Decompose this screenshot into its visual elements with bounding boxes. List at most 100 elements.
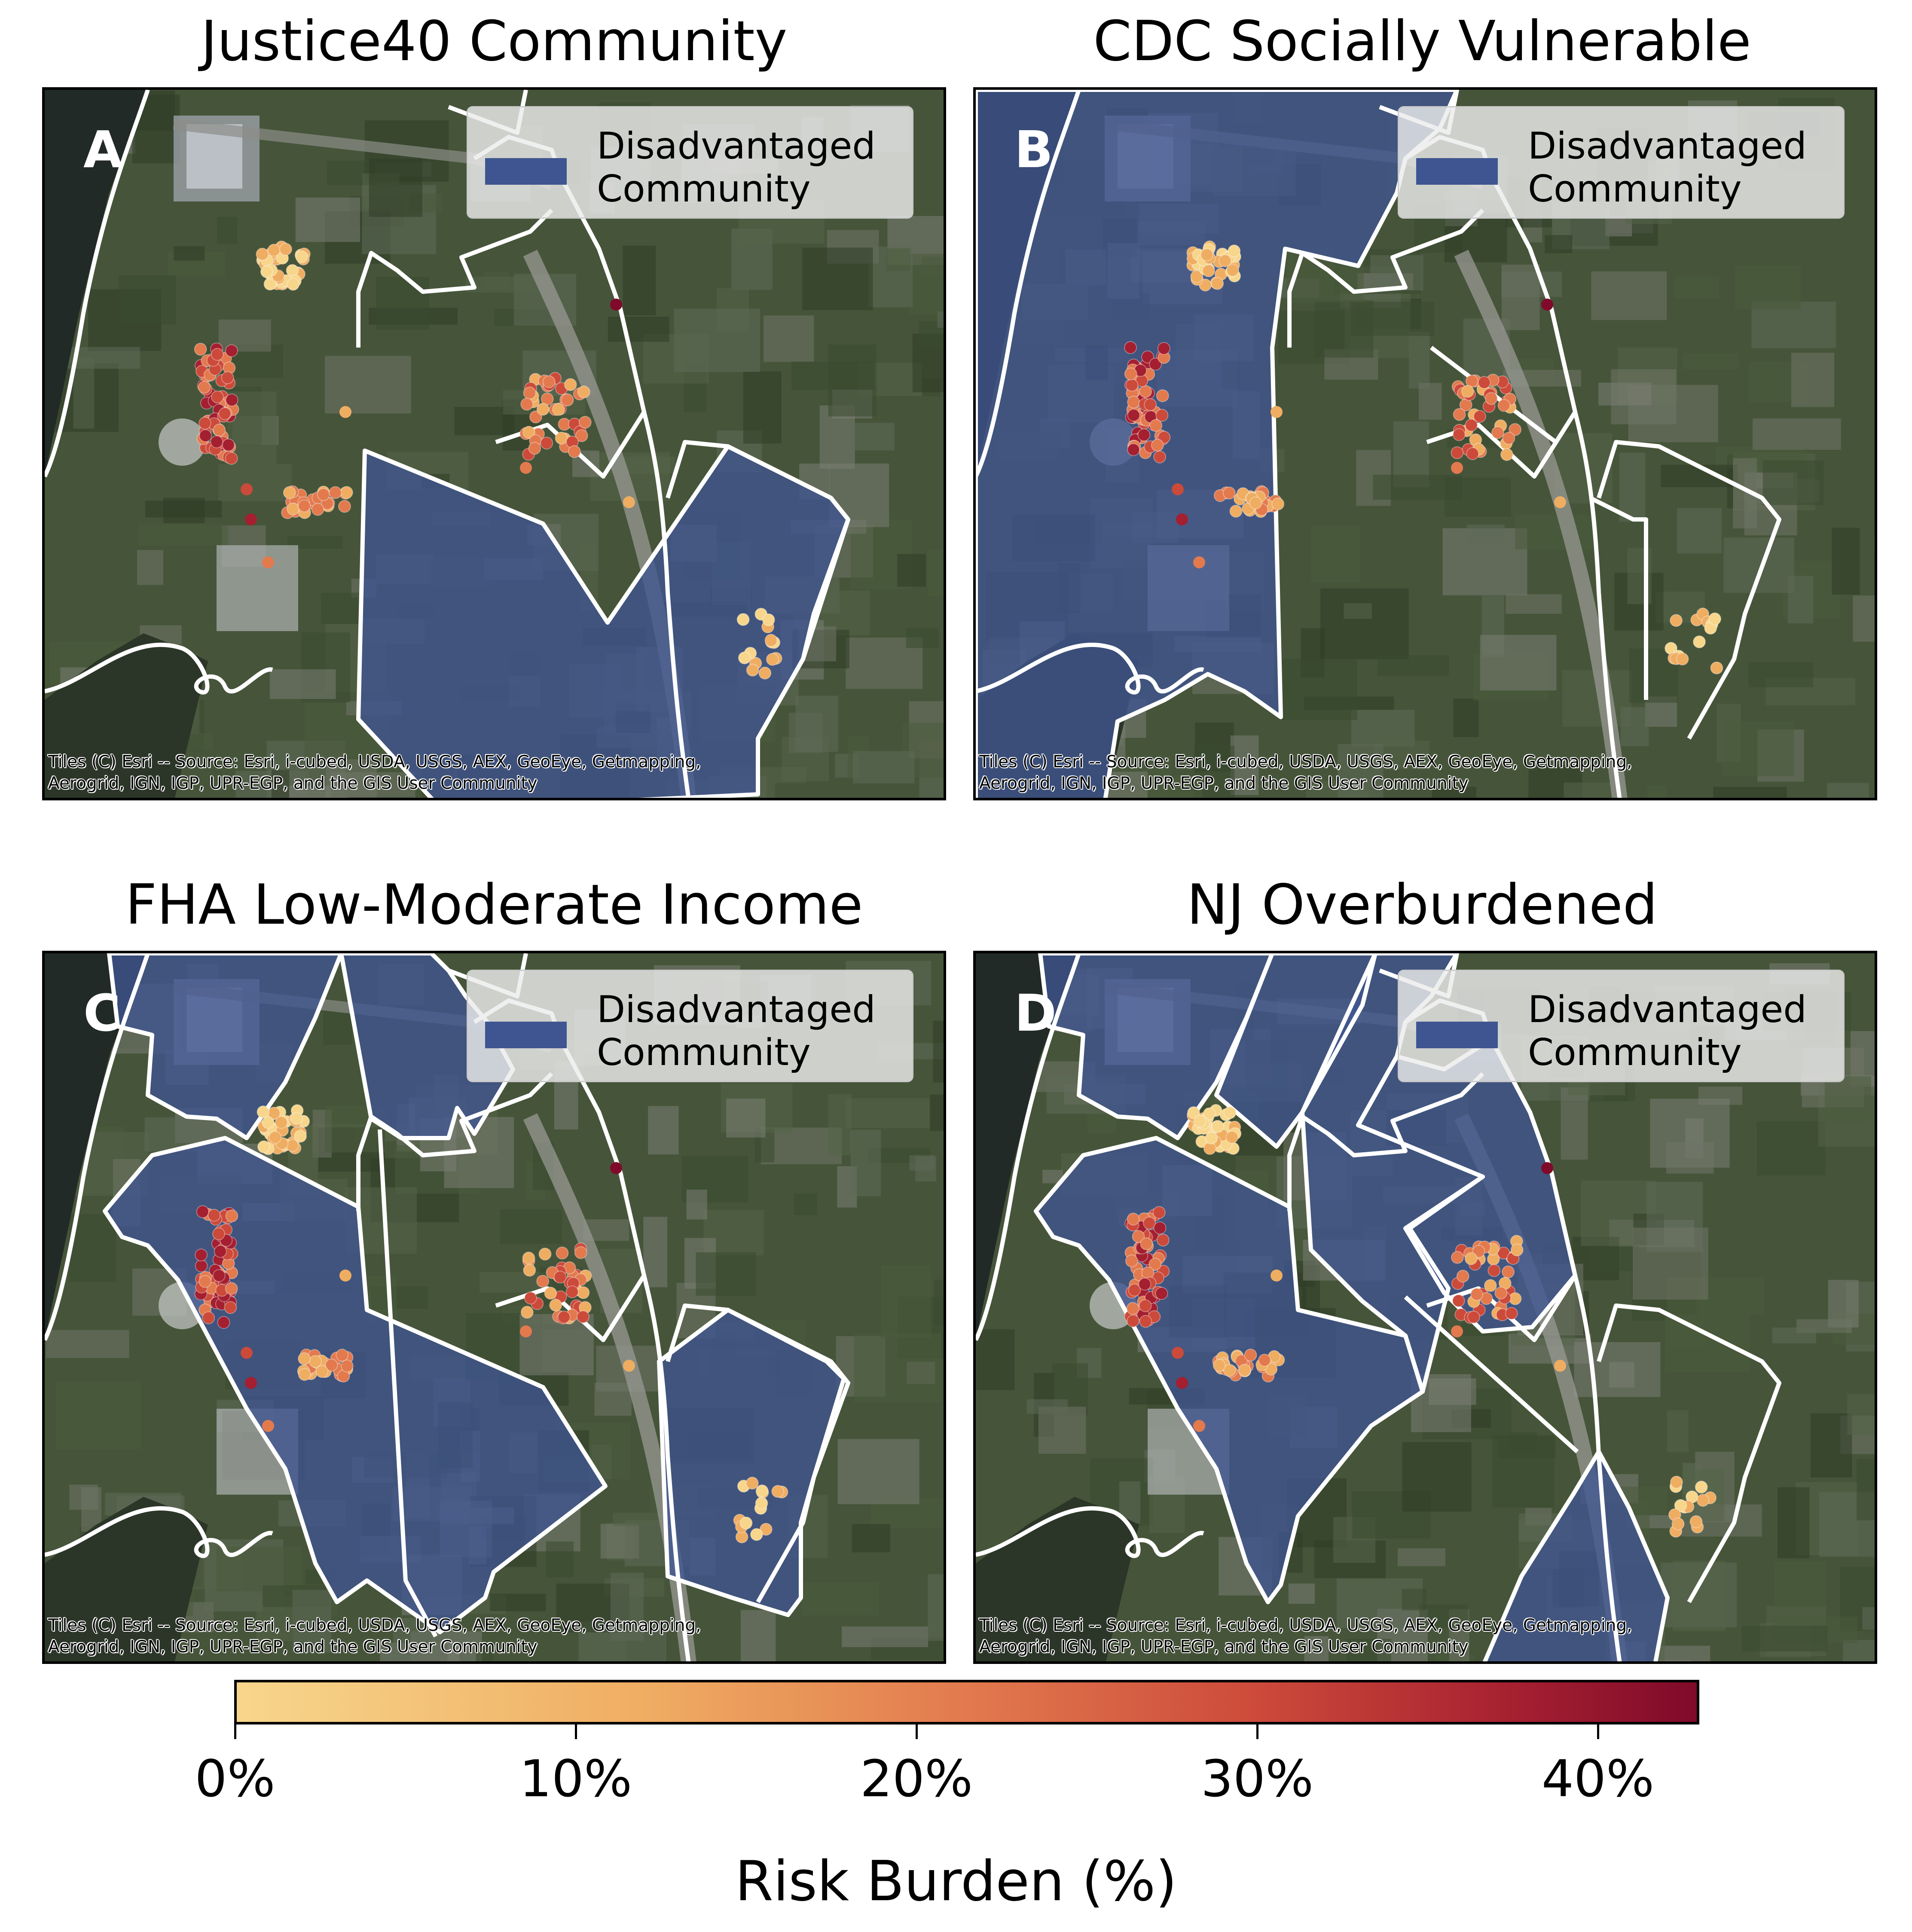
risk-point xyxy=(225,1282,238,1295)
risk-point xyxy=(1710,661,1723,675)
risk-point xyxy=(1689,1515,1703,1528)
land-texture xyxy=(1752,418,1841,450)
risk-point xyxy=(1149,357,1162,371)
colorbar-tick-label: 20% xyxy=(860,1749,973,1808)
land-texture xyxy=(145,501,222,518)
risk-point xyxy=(1226,263,1239,277)
land-texture xyxy=(1419,383,1442,420)
land-texture xyxy=(1853,595,1875,642)
risk-point xyxy=(1176,513,1188,525)
risk-point xyxy=(262,556,274,568)
risk-point xyxy=(1258,1353,1271,1367)
risk-point xyxy=(269,1131,282,1144)
legend-label-line1: Disadvantaged xyxy=(1528,988,1807,1031)
land-texture xyxy=(546,1541,574,1578)
land-texture xyxy=(376,277,429,330)
land-texture xyxy=(1377,655,1449,676)
risk-point xyxy=(1670,1475,1683,1489)
land-texture xyxy=(726,1099,766,1138)
risk-point xyxy=(755,1484,769,1498)
risk-point xyxy=(1244,1349,1257,1362)
tract-boundary xyxy=(1482,1450,1670,1661)
map-panel-b: B Disadvantaged Community Tiles (C) Esri… xyxy=(973,87,1877,800)
risk-point xyxy=(1670,614,1683,627)
panel-letter-a: A xyxy=(83,120,123,179)
risk-point xyxy=(544,1287,557,1300)
risk-point xyxy=(1554,1360,1566,1372)
risk-point xyxy=(298,499,311,513)
risk-point xyxy=(536,1275,550,1288)
risk-point xyxy=(1124,367,1137,381)
risk-point xyxy=(290,1112,303,1125)
land-texture xyxy=(324,356,411,414)
risk-point xyxy=(1271,497,1285,511)
risk-point xyxy=(1132,1230,1145,1243)
risk-point xyxy=(1190,270,1203,283)
risk-point xyxy=(745,1477,759,1490)
land-texture xyxy=(174,246,205,261)
risk-point xyxy=(225,452,238,465)
risk-point xyxy=(298,1368,311,1381)
risk-point xyxy=(262,1420,274,1432)
risk-point xyxy=(1271,1270,1283,1282)
land-texture xyxy=(348,797,414,798)
risk-point xyxy=(194,342,207,356)
land-texture xyxy=(643,1217,668,1288)
land-texture xyxy=(791,361,875,390)
risk-point xyxy=(1554,496,1566,508)
land-texture xyxy=(1777,1487,1810,1559)
risk-point xyxy=(1156,1233,1170,1247)
risk-point xyxy=(552,403,565,416)
risk-point xyxy=(339,406,351,418)
risk-point xyxy=(549,1298,562,1312)
risk-point xyxy=(1456,1270,1469,1283)
risk-point xyxy=(1249,496,1262,510)
land-texture xyxy=(930,1094,944,1131)
risk-point xyxy=(623,496,635,508)
risk-point xyxy=(294,1129,307,1143)
colorbar-tick xyxy=(234,1724,236,1739)
legend-label-line1: Disadvantaged xyxy=(597,988,876,1031)
colorbar-tick xyxy=(575,1724,577,1739)
risk-point xyxy=(561,393,574,406)
risk-point xyxy=(1467,1310,1480,1324)
land-texture xyxy=(1824,1076,1872,1122)
risk-point xyxy=(750,1528,763,1541)
tract-boundary xyxy=(45,953,150,1341)
attribution: Tiles (C) Esri -- Source: Esri, i-cubed,… xyxy=(48,1616,701,1657)
risk-point xyxy=(1205,1131,1218,1145)
land-texture xyxy=(1810,1413,1852,1478)
colorbar-tick xyxy=(1597,1724,1599,1739)
land-texture xyxy=(788,713,823,753)
risk-point xyxy=(1451,1251,1464,1264)
risk-point xyxy=(298,1352,311,1365)
land-texture xyxy=(1281,659,1357,720)
risk-point xyxy=(1139,385,1152,398)
land-texture xyxy=(1151,775,1202,798)
disadvantaged-community-area xyxy=(358,446,848,798)
land-texture xyxy=(289,785,331,798)
map-panel-d: D Disadvantaged Community Tiles (C) Esri… xyxy=(973,951,1877,1664)
risk-point xyxy=(340,486,353,499)
river-water xyxy=(976,953,1079,1340)
risk-point xyxy=(225,394,238,407)
tract-boundary xyxy=(378,1129,438,1638)
risk-point xyxy=(1149,419,1163,432)
risk-point xyxy=(1451,462,1463,474)
risk-point xyxy=(279,243,292,256)
river-water xyxy=(45,90,148,476)
land-texture xyxy=(837,1439,919,1505)
land-texture xyxy=(1026,1399,1068,1414)
risk-point xyxy=(766,653,779,666)
land-texture xyxy=(269,669,336,699)
risk-point xyxy=(1127,395,1140,409)
land-texture xyxy=(119,275,177,325)
tract-boundary xyxy=(356,208,553,348)
land-texture xyxy=(855,423,895,451)
risk-point xyxy=(564,378,577,391)
land-texture xyxy=(1619,452,1646,522)
disadvantaged-community-area xyxy=(109,953,341,1138)
land-texture xyxy=(1856,1459,1875,1520)
risk-point xyxy=(771,1485,785,1498)
risk-point xyxy=(199,1275,212,1288)
